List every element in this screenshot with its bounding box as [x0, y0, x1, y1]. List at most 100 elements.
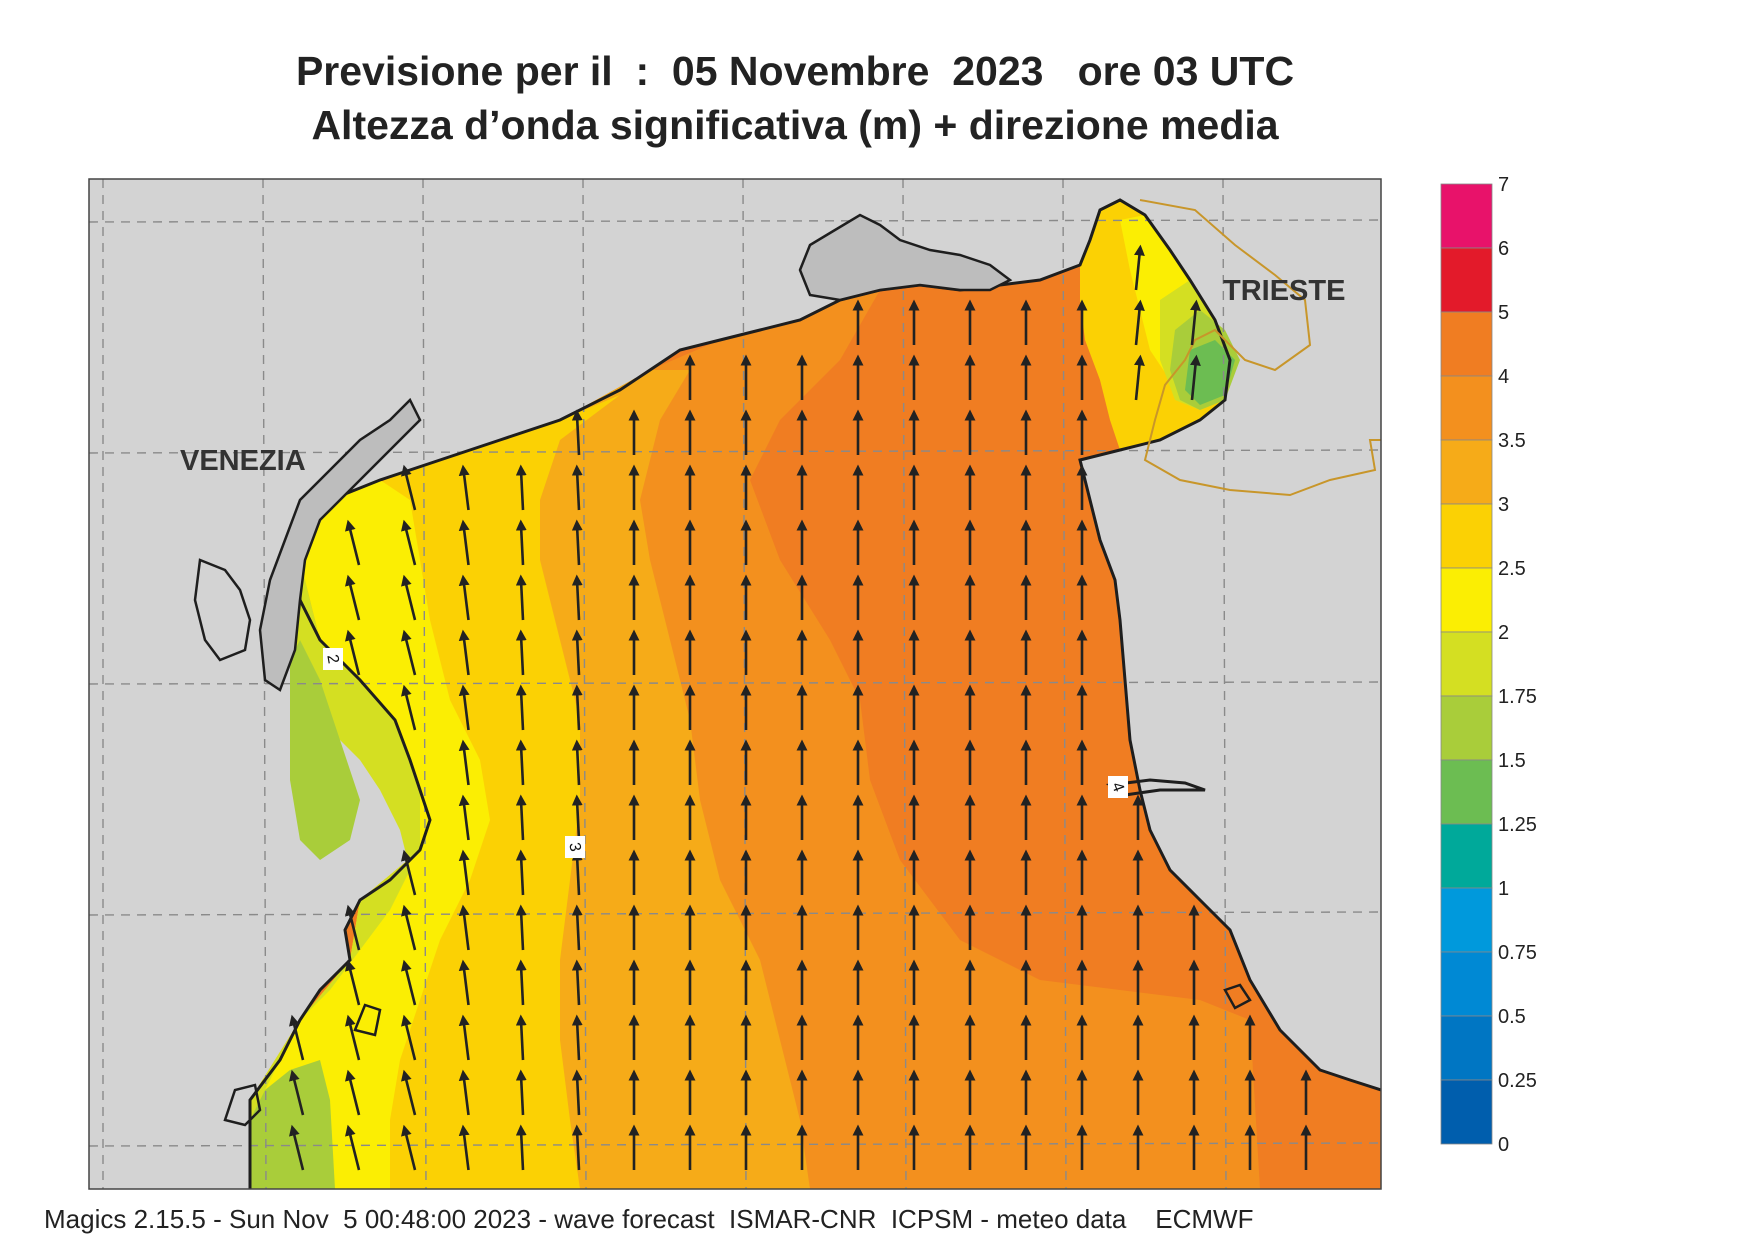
wave-arrow	[571, 574, 583, 621]
wave-arrow	[401, 464, 417, 511]
legend-swatch-5-6	[1440, 247, 1493, 313]
title-line-1: Previsione per il : 05 Novembre 2023 ore…	[295, 48, 1295, 94]
grado-lagoon	[798, 213, 1013, 302]
legend-label: 0.25	[1498, 1070, 1537, 1092]
wave-arrow	[571, 959, 583, 1006]
wave-arrow	[571, 519, 583, 566]
legend-swatch-1.75-2	[1440, 631, 1493, 697]
legend-label: 1	[1498, 878, 1509, 900]
legend-swatch-2.5-3	[1440, 503, 1493, 569]
wave-arrow	[401, 849, 417, 896]
wave-arrow	[571, 739, 583, 786]
wave-arrow	[289, 1069, 305, 1116]
svg-text:3: 3	[565, 841, 583, 853]
legend-label: 0	[1498, 1134, 1509, 1156]
wave-arrow	[515, 464, 527, 511]
legend-label: 7	[1498, 174, 1509, 196]
wave-arrow	[515, 959, 527, 1006]
legend-swatch-2-2.5	[1440, 567, 1493, 633]
legend-label: 0.75	[1498, 942, 1537, 964]
legend-label: 2	[1498, 622, 1509, 644]
wave-arrow	[458, 849, 470, 896]
legend-swatch-0.75-1	[1440, 887, 1493, 953]
legend-label: 0.5	[1498, 1006, 1526, 1028]
wave-arrow	[458, 684, 470, 731]
grid-lines	[89, 179, 1381, 1189]
svg-text:2: 2	[323, 653, 341, 665]
wave-arrow	[345, 904, 361, 951]
legend-swatch-4-5	[1440, 311, 1493, 377]
legend-swatch-0.5-0.75	[1440, 951, 1493, 1017]
wave-arrow	[515, 519, 527, 566]
legend-swatch-0.25-0.5	[1440, 1015, 1493, 1081]
wave-arrow	[345, 1124, 361, 1171]
map-frame	[88, 178, 1382, 1190]
wave-arrow	[345, 629, 361, 676]
legend-label: 4	[1498, 366, 1509, 388]
wave-arrow	[401, 1014, 417, 1061]
wave-arrow	[515, 849, 527, 896]
national-border	[1139, 199, 1381, 497]
legend-label: 2.5	[1498, 558, 1526, 580]
wave-arrow	[458, 1014, 470, 1061]
wave-arrow	[571, 464, 583, 511]
wave-direction-arrows	[289, 244, 1312, 1171]
legend-label: 5	[1498, 302, 1509, 324]
wave-arrow	[458, 794, 470, 841]
contour-label-2: 2	[323, 648, 343, 670]
wave-arrow	[571, 904, 583, 951]
wave-arrow	[515, 794, 527, 841]
wave-arrow	[401, 1069, 417, 1116]
city-label-trieste: TRIESTE	[1223, 275, 1345, 307]
legend-swatch-1.5-1.75	[1440, 695, 1493, 761]
wave-arrow	[571, 1124, 583, 1171]
legend-label: 3.5	[1498, 430, 1526, 452]
wave-arrow	[571, 794, 583, 841]
wave-arrow	[289, 1014, 305, 1061]
color-legend: 7 6 5 4 3.5 3 2.5 2 1.75 1.5 1.25 1 0.75 0.5 0.25 0	[1440, 174, 1537, 1156]
wave-arrow	[345, 519, 361, 566]
venice-lagoon	[258, 397, 422, 692]
title-line-2: Altezza d’onda significativa (m) + direz…	[311, 102, 1279, 148]
wave-arrow	[515, 739, 527, 786]
wave-arrow	[571, 684, 583, 731]
wave-arrow	[1190, 354, 1201, 401]
wave-arrow	[458, 464, 470, 511]
legend-swatch-0-0.25	[1440, 1079, 1493, 1145]
wave-arrow	[515, 1069, 527, 1116]
wave-arrow	[1190, 299, 1201, 346]
legend-label: 1.5	[1498, 750, 1526, 772]
wave-arrow	[571, 1069, 583, 1116]
legend-swatch-1.25-1.5	[1440, 759, 1493, 825]
wave-arrow	[571, 409, 583, 456]
wave-arrow	[515, 904, 527, 951]
legend-swatch-3-3.5	[1440, 439, 1493, 505]
wave-arrow	[401, 684, 417, 731]
wave-arrow	[458, 1124, 470, 1171]
legend-swatch-6-7	[1440, 183, 1493, 249]
wave-arrow	[571, 629, 583, 676]
wave-arrow	[1134, 299, 1145, 346]
legend-label: 3	[1498, 494, 1509, 516]
wave-arrow	[458, 904, 470, 951]
wave-arrow	[401, 629, 417, 676]
wave-arrow	[458, 1069, 470, 1116]
wave-arrow	[515, 1124, 527, 1171]
contour-label-3: 3	[565, 836, 585, 858]
city-label-venezia: VENEZIA	[180, 445, 306, 477]
wave-arrow	[401, 1124, 417, 1171]
wave-arrow	[515, 684, 527, 731]
wave-arrow	[458, 739, 470, 786]
wave-arrow	[458, 519, 470, 566]
wave-arrow	[1134, 244, 1145, 291]
wave-arrow	[401, 959, 417, 1006]
legend-swatch-3.5-4	[1440, 375, 1493, 441]
legend-swatch-1-1.25	[1440, 823, 1493, 889]
wave-arrow	[345, 1069, 361, 1116]
wave-arrow	[401, 574, 417, 621]
wave-arrow	[345, 574, 361, 621]
wave-arrow	[289, 1124, 305, 1171]
legend-label: 6	[1498, 238, 1509, 260]
wave-arrow	[515, 629, 527, 676]
